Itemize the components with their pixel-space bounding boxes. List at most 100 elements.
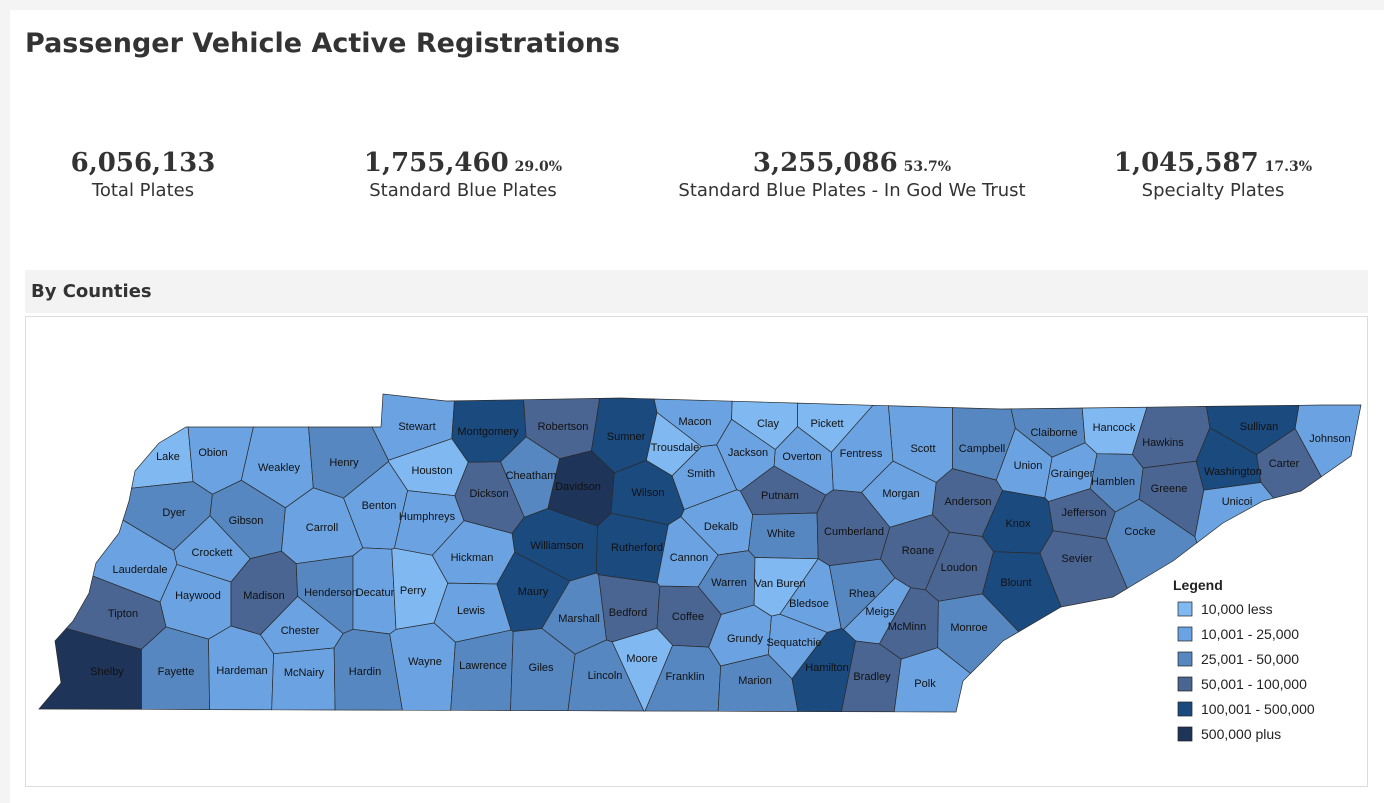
county-label: Williamson <box>530 540 583 552</box>
county-label: Fentress <box>840 448 883 460</box>
county-label: Tipton <box>108 608 138 620</box>
county-label: White <box>767 528 795 540</box>
county-label: Moore <box>626 653 657 665</box>
stat-label: Specialty Plates <box>1141 180 1285 201</box>
county-label: Lake <box>156 451 180 463</box>
county-label: Bradley <box>853 671 891 683</box>
county-label: Hardin <box>349 666 381 678</box>
county-label: Lauderdale <box>112 564 167 576</box>
legend-label: 10,000 less <box>1201 601 1273 617</box>
stat-value: 3,255,086 <box>752 148 898 178</box>
county-label: Overton <box>782 451 821 463</box>
county-label: Cocke <box>1124 526 1155 538</box>
legend-swatch <box>1177 676 1193 692</box>
stat-label: Standard Blue Plates <box>369 180 557 201</box>
county <box>791 628 856 712</box>
county-label: Marshall <box>558 613 600 625</box>
stat-label: Standard Blue Plates - In God We Trust <box>678 180 1026 201</box>
stat-percent: 17.3% <box>1264 159 1313 175</box>
county-label: Meigs <box>865 606 895 618</box>
county-label: Claiborne <box>1030 427 1077 439</box>
county-label: Rhea <box>849 588 876 600</box>
county-label: McMinn <box>888 621 927 633</box>
legend-swatch <box>1177 626 1193 642</box>
county-label: Roane <box>902 545 934 557</box>
county-label: Madison <box>243 590 285 602</box>
county <box>893 647 972 713</box>
county <box>1105 498 1198 589</box>
county-label: Hamblen <box>1091 476 1135 488</box>
county-label: Grundy <box>727 633 764 645</box>
county-map: Lake Obion Weakley Henry Stewart Montgomery Ro… <box>25 316 1368 787</box>
legend-swatch <box>1177 601 1193 617</box>
county-label: Trousdale <box>651 442 700 454</box>
stat-value: 1,755,460 <box>363 148 509 178</box>
county-label: Henderson <box>304 587 358 599</box>
county-label: Unicoi <box>1222 496 1253 508</box>
county-label: Hawkins <box>1142 437 1184 449</box>
county-label: Decatur <box>356 587 395 599</box>
county-label: Warren <box>711 577 747 589</box>
county-label: Sequatchie <box>766 637 821 649</box>
legend-swatch <box>1177 651 1193 667</box>
stat: 6,056,133 Total Plates <box>0 148 353 201</box>
county-label: Campbell <box>959 443 1005 455</box>
legend-swatch <box>1177 701 1193 717</box>
county-label: Grainger <box>1051 468 1094 480</box>
county-label: Hamilton <box>805 662 848 674</box>
county-label: Cumberland <box>824 526 884 538</box>
county-label: Union <box>1014 460 1043 472</box>
county-label: Greene <box>1151 483 1188 495</box>
county-label: Sumner <box>607 431 646 443</box>
county-label: Carter <box>1269 458 1300 470</box>
county-label: Van Buren <box>754 578 805 590</box>
stat: 3,255,086 53.7% Standard Blue Plates - In … <box>642 148 1062 201</box>
county-label: Gibson <box>229 515 264 527</box>
county-label: Henry <box>329 457 359 469</box>
county-label: Putnam <box>761 490 799 502</box>
county <box>1194 482 1275 544</box>
county-label: Washington <box>1204 466 1262 478</box>
county-label: Haywood <box>175 590 221 602</box>
county-label: Carroll <box>306 522 338 534</box>
stat-label: Total Plates <box>91 180 195 201</box>
legend-label: 25,001 - 50,000 <box>1201 651 1299 667</box>
county-label: Cheatham <box>506 470 557 482</box>
counties <box>38 393 1362 713</box>
county-label: Lawrence <box>459 660 507 672</box>
county-label: Monroe <box>950 622 987 634</box>
county-label: Bledsoe <box>789 598 829 610</box>
county-label: Loudon <box>941 562 978 574</box>
county-label: Obion <box>198 447 227 459</box>
county-label: Maury <box>518 586 549 598</box>
county-label: Benton <box>362 500 397 512</box>
stat: 1,045,587 17.3% Specialty Plates <box>1003 148 1384 201</box>
county <box>259 595 344 655</box>
county-label: Weakley <box>258 462 300 474</box>
county-label: Chester <box>281 625 320 637</box>
county-label: Anderson <box>944 496 991 508</box>
county-label: Giles <box>528 662 554 674</box>
county-label: Hancock <box>1093 422 1136 434</box>
county-label: Marion <box>738 675 772 687</box>
county-label: Smith <box>687 468 715 480</box>
county-label: Knox <box>1005 518 1031 530</box>
county-label: Macon <box>678 416 711 428</box>
county-label: Johnson <box>1309 433 1351 445</box>
section-title: By Counties <box>31 281 152 302</box>
county-label: Davidson <box>555 481 601 493</box>
county-labels: Lake Obion Weakley Henry Stewart Montgomery Ro… <box>90 416 1351 690</box>
legend-title: Legend <box>1173 577 1223 593</box>
county-label: Montgomery <box>457 426 519 438</box>
county-label: Hickman <box>451 552 494 564</box>
county-label: Clay <box>757 418 780 430</box>
county-label: Wayne <box>408 656 442 668</box>
county-label: Shelby <box>90 666 124 678</box>
page-title: Passenger Vehicle Active Registrations <box>25 28 621 59</box>
dashboard: Passenger Vehicle Active Registrations 6… <box>10 10 1384 803</box>
legend-label: 10,001 - 25,000 <box>1201 626 1299 642</box>
county-label: Coffee <box>672 611 704 623</box>
county-label: McNairy <box>284 667 325 679</box>
county-label: Polk <box>914 678 936 690</box>
